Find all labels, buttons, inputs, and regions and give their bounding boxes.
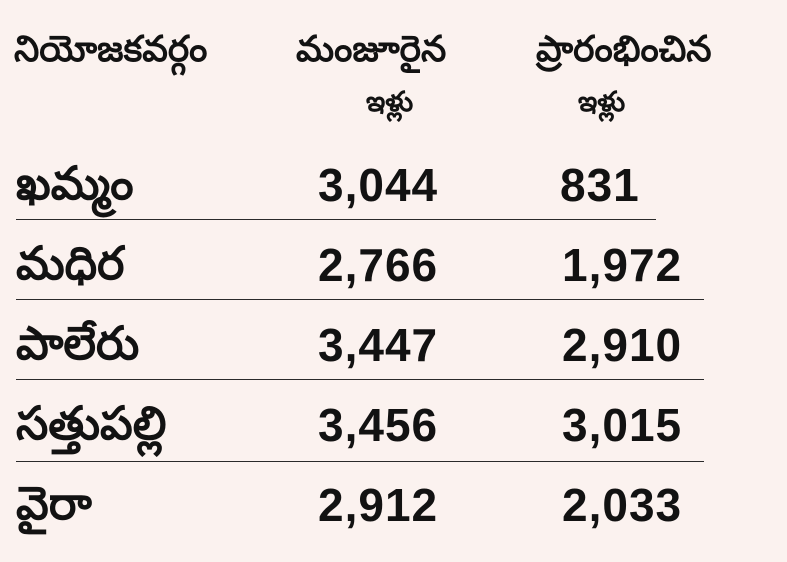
sanctioned-value: 3,456 xyxy=(318,399,439,451)
constituency-name: వైరా xyxy=(16,476,92,530)
table-row: పాలేరు 3,447 2,910 xyxy=(0,310,787,390)
header-started: ప్రారంభించిన xyxy=(536,29,712,70)
table-row: మధిర 2,766 1,972 xyxy=(0,230,787,310)
constituency-name: పాలేరు xyxy=(16,316,140,370)
started-value: 831 xyxy=(560,159,640,211)
table-row: వైరా 2,912 2,033 xyxy=(0,470,787,550)
sanctioned-value: 3,044 xyxy=(318,159,439,211)
table-row: సత్తుపల్లి 3,456 3,015 xyxy=(0,390,787,470)
header-sanctioned-sub: ఇళ్లు xyxy=(366,85,414,118)
header-sanctioned: మంజూరైన xyxy=(296,29,447,70)
header-constituency: నియోజకవర్గం xyxy=(14,29,208,70)
header-started-sub: ఇళ్లు xyxy=(578,85,626,118)
started-value: 2,910 xyxy=(562,319,683,371)
sanctioned-value: 3,447 xyxy=(318,319,439,371)
row-divider xyxy=(16,219,656,220)
started-value: 2,033 xyxy=(562,479,683,531)
constituency-name: సత్తుపల్లి xyxy=(16,396,167,450)
started-value: 3,015 xyxy=(562,399,683,451)
row-divider xyxy=(16,461,704,462)
started-value: 1,972 xyxy=(562,239,683,291)
sanctioned-value: 2,766 xyxy=(318,239,439,291)
constituency-name: ఖమ్మం xyxy=(16,156,134,210)
row-divider xyxy=(16,379,704,380)
table-row: ఖమ్మం 3,044 831 xyxy=(0,150,787,230)
row-divider xyxy=(16,299,704,300)
constituency-name: మధిర xyxy=(16,236,125,290)
sanctioned-value: 2,912 xyxy=(318,479,439,531)
